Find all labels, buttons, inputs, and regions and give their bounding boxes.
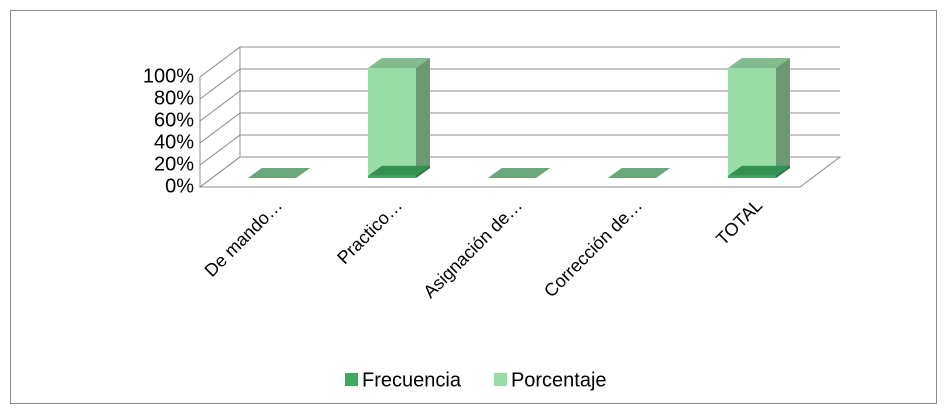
bar-top [248, 168, 310, 178]
bar [608, 168, 670, 178]
y-tick-label: 80% [154, 87, 194, 109]
y-tick-label: 20% [154, 153, 194, 175]
bar-front [728, 68, 776, 178]
y-tick-label: 60% [154, 109, 194, 131]
bar [488, 168, 550, 178]
bar [728, 165, 790, 178]
grid-line [199, 156, 840, 188]
legend-swatch [493, 373, 507, 386]
bar-top [728, 165, 790, 176]
grid-line [199, 68, 840, 100]
grid-line [199, 46, 840, 78]
bar-front [368, 175, 416, 178]
grid-line [199, 112, 840, 144]
bar-top [608, 168, 670, 178]
bar-side [776, 58, 790, 178]
bar-front [728, 175, 776, 178]
bar [368, 58, 430, 178]
bar-top [368, 165, 430, 176]
y-tick-label: 0% [165, 175, 194, 197]
grid-line [199, 90, 840, 122]
grid-line [199, 134, 840, 166]
bar [728, 58, 790, 178]
legend-swatch [345, 373, 358, 386]
bar-top [368, 58, 430, 68]
bar-side [416, 58, 430, 178]
bar [248, 168, 310, 178]
y-tick-label: 100% [143, 65, 194, 87]
bar-side [776, 165, 790, 178]
y-tick-label: 40% [154, 131, 194, 153]
bar-top [488, 168, 550, 178]
bar-top [728, 58, 790, 68]
legend-label: Frecuencia [362, 369, 462, 391]
bar-front [368, 68, 416, 178]
legend-label: Porcentaje [511, 369, 607, 391]
bar [368, 165, 430, 178]
bar-side [416, 165, 430, 178]
